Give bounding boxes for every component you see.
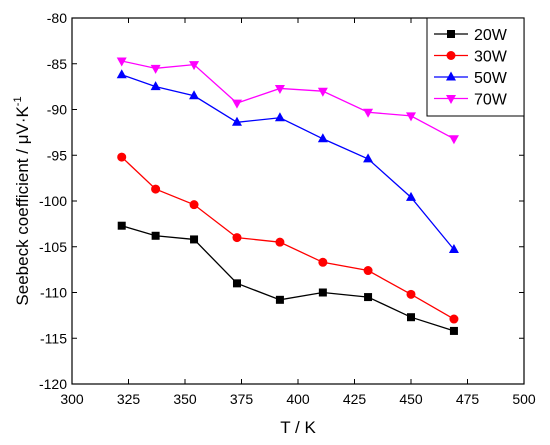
y-tick-label: -85: [47, 56, 67, 72]
data-point-70w: [150, 64, 161, 74]
data-point-50w: [189, 90, 200, 100]
data-point-20w: [364, 293, 373, 302]
data-point-20w: [151, 231, 160, 240]
axis-ticks: 300 325 350 375 400 425 450 475 500 -80 -85 -90 -95 -…: [39, 10, 536, 407]
data-point-20w: [318, 288, 327, 297]
data-point-20w: [117, 221, 126, 230]
data-point-20w: [275, 295, 284, 304]
legend-label-20w: 20W: [474, 27, 508, 44]
y-tick-label: -95: [47, 147, 67, 163]
data-point-50w: [448, 243, 459, 253]
x-tick-label: 325: [117, 391, 141, 407]
series-line-20w: [121, 225, 455, 332]
data-point-50w: [274, 112, 285, 122]
y-tick-label: -90: [47, 102, 67, 118]
y-axis-title-superscript: -1: [12, 96, 24, 106]
data-point-20w: [232, 279, 241, 288]
data-point-20w: [407, 313, 415, 322]
y-tick-label: -115: [40, 330, 67, 346]
data-point-70w: [448, 135, 459, 145]
y-axis-title: Seebeck coefficient / μV·K-1: [12, 96, 32, 305]
data-point-30w: [275, 237, 285, 247]
data-point-50w: [116, 69, 127, 79]
x-tick-label: 400: [286, 391, 310, 407]
data-point-50w: [406, 191, 416, 201]
data-point-30w: [363, 266, 373, 276]
legend-label-30w: 30W: [474, 49, 508, 66]
data-point-30w: [232, 233, 242, 243]
data-point-30w: [318, 257, 328, 267]
legend-label-70w: 70W: [474, 92, 508, 109]
series-line-50w: [121, 74, 455, 250]
legend-marker-50w: [446, 71, 456, 81]
data-point-70w: [189, 61, 200, 71]
data-point-70w: [274, 84, 285, 94]
y-tick-label: -110: [40, 285, 67, 301]
y-tick-label: -120: [39, 376, 67, 392]
legend-marker-70w: [446, 95, 456, 104]
data-point-20w: [190, 235, 199, 244]
data-point-70w: [406, 112, 416, 122]
data-point-50w: [231, 116, 242, 126]
legend: 20W 30W 50W 70W: [426, 17, 525, 117]
data-point-30w: [406, 289, 416, 299]
series-layer: [116, 57, 459, 335]
data-point-30w: [449, 314, 459, 324]
data-point-30w: [151, 184, 161, 194]
data-point-70w: [317, 87, 328, 97]
data-point-50w: [363, 153, 374, 163]
x-tick-label: 475: [456, 391, 480, 407]
x-tick-label: 425: [343, 391, 367, 407]
y-tick-label: -105: [39, 239, 67, 255]
y-tick-label: -100: [39, 193, 67, 209]
data-point-30w: [117, 152, 127, 162]
x-tick-label: 300: [60, 391, 84, 407]
series-line-70w: [121, 60, 455, 140]
x-tick-label: 500: [512, 391, 536, 407]
data-point-70w: [116, 57, 127, 67]
data-point-70w: [231, 99, 242, 109]
x-tick-label: 375: [230, 391, 254, 407]
data-point-50w: [317, 133, 328, 143]
series-line-30w: [121, 156, 455, 320]
data-point-50w: [150, 81, 161, 91]
data-point-70w: [363, 108, 374, 118]
legend-marker-20w: [447, 30, 455, 38]
legend-label-50w: 50W: [474, 70, 508, 87]
x-tick-label: 350: [173, 391, 197, 407]
x-tick-label: 450: [399, 391, 423, 407]
y-tick-label: -80: [47, 10, 67, 26]
data-point-30w: [189, 200, 199, 210]
y-axis-title-main: Seebeck coefficient / μV·K: [13, 106, 32, 306]
data-point-20w: [449, 326, 458, 335]
legend-items: 20W 30W 50W 70W: [434, 27, 508, 109]
x-axis-title: T / K: [280, 418, 316, 437]
legend-marker-30w: [446, 51, 456, 60]
